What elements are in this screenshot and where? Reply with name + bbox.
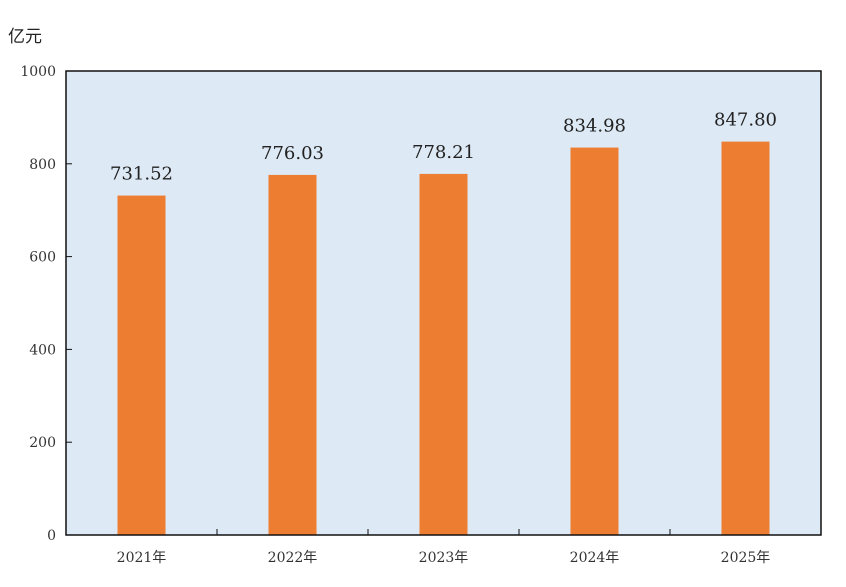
y-tick-label: 400	[29, 342, 56, 358]
y-tick-label: 200	[29, 435, 56, 451]
y-axis: 0 200 400 600 800 1000	[20, 64, 72, 544]
category-labels: 2021年 2022年 2023年 2024年 2025年	[117, 550, 771, 566]
bar-series	[117, 141, 770, 536]
y-tick-label: 1000	[20, 64, 56, 80]
x-category-label: 2021年	[117, 550, 167, 566]
bar-2025	[721, 141, 770, 536]
bar-2021	[117, 195, 166, 536]
y-axis-unit-label: 亿元	[8, 27, 42, 47]
bar-2022	[268, 174, 317, 536]
bar-2024	[570, 147, 619, 535]
bar-value-label: 731.52	[110, 164, 173, 185]
value-labels: 731.52 776.03 778.21 834.98 847.80	[110, 110, 777, 185]
x-category-label: 2025年	[721, 550, 771, 566]
plot-frame	[65, 70, 822, 536]
bar-value-label: 847.80	[714, 110, 777, 131]
y-tick-label: 0	[47, 528, 56, 544]
y-tick-label: 800	[29, 157, 56, 173]
bar-value-label: 778.21	[412, 142, 475, 163]
bar-value-label: 776.03	[261, 143, 324, 164]
x-category-label: 2024年	[570, 550, 620, 566]
bar-2023	[419, 173, 468, 535]
y-tick-label: 600	[29, 250, 56, 266]
x-category-label: 2022年	[268, 550, 318, 566]
x-axis	[216, 529, 671, 535]
bar-value-label: 834.98	[563, 116, 626, 137]
x-category-label: 2023年	[419, 550, 469, 566]
